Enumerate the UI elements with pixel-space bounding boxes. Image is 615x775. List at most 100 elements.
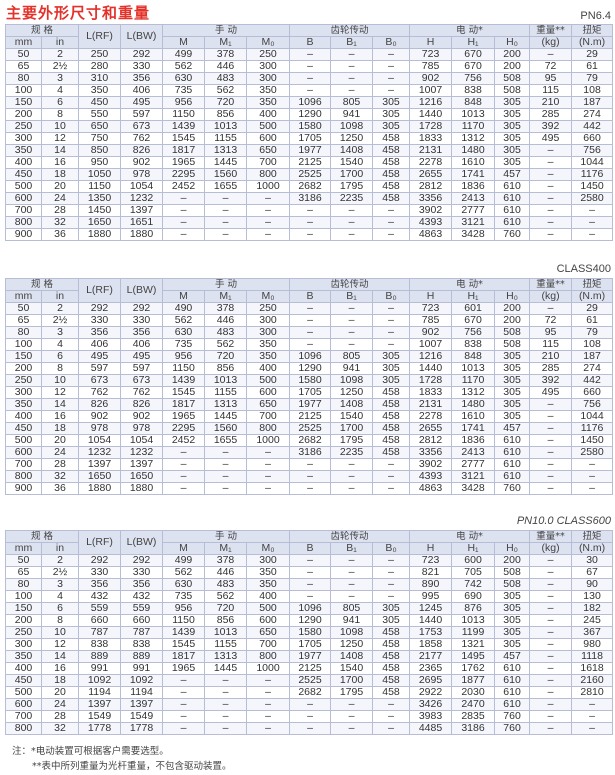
cell-h: 2922	[409, 686, 453, 699]
cell-h1: 848	[451, 96, 496, 109]
cell-h1: 2835	[451, 710, 496, 723]
cell-b: 1977	[289, 398, 332, 411]
cell-weight: 285	[529, 362, 573, 375]
cell-l-rf: 597	[78, 362, 121, 375]
cell-mm: 350	[5, 144, 42, 157]
cell-weight: –	[529, 662, 573, 675]
cell-h1: 3186	[451, 722, 496, 735]
cell-b1: –	[330, 338, 374, 351]
table-row: 300 12 762 762 1545 1155 600 1705 1250 458 1833 131…	[5, 386, 614, 399]
cell-l-rf: 660	[78, 614, 121, 627]
header-m1: M₁	[204, 542, 247, 555]
cell-b0: 458	[372, 386, 411, 399]
cell-torque: –	[571, 470, 614, 483]
cell-in: 16	[41, 156, 79, 169]
cell-m: 499	[162, 554, 205, 567]
cell-m0: –	[245, 722, 291, 735]
cell-l-bw: 1397	[120, 698, 163, 711]
cell-h0: 508	[494, 578, 531, 591]
cell-l-rf: 432	[78, 590, 121, 603]
cell-b0: –	[372, 554, 411, 567]
cell-m1: –	[204, 470, 247, 483]
cell-mm: 200	[5, 108, 42, 121]
cell-l-bw: 495	[120, 96, 163, 109]
cell-m1: 720	[204, 96, 247, 109]
cell-b0: 458	[372, 446, 411, 459]
cell-b1: 1700	[330, 422, 374, 435]
cell-h: 3356	[409, 192, 453, 205]
cell-h0: 610	[494, 204, 531, 217]
cell-m0: 1000	[245, 662, 291, 675]
cell-h: 2177	[409, 650, 453, 663]
header-h: H	[409, 36, 453, 49]
cell-h0: 305	[494, 156, 531, 169]
cell-l-bw: 826	[120, 398, 163, 411]
cell-in: 2½	[41, 314, 79, 327]
cell-in: 6	[41, 350, 79, 363]
dimension-table-class400: 规 格 L(RF) L(BW) 手 动齿轮传动电 动* 重量** 扭矩 mm in M M₁ M₀ B…	[5, 278, 614, 495]
cell-in: 8	[41, 108, 79, 121]
cell-weight: 115	[529, 84, 573, 97]
cell-h: 1833	[409, 386, 453, 399]
cell-m: 1545	[162, 638, 205, 651]
cell-b: 3186	[289, 446, 332, 459]
cell-b1: 2235	[330, 192, 374, 205]
cell-m1: –	[204, 458, 247, 471]
cell-in: 3	[41, 326, 79, 339]
cell-in: 10	[41, 120, 79, 133]
cell-in: 12	[41, 386, 79, 399]
cell-b1: –	[330, 72, 374, 85]
cell-torque: 108	[571, 84, 614, 97]
cell-l-bw: 292	[120, 554, 163, 567]
cell-weight: 495	[529, 132, 573, 145]
cell-l-bw: 1054	[120, 434, 163, 447]
cell-b0: 458	[372, 144, 411, 157]
cell-h1: 1836	[451, 180, 496, 193]
header-b1: B₁	[330, 290, 374, 303]
header-kg: (kg)	[529, 290, 573, 303]
cell-h0: 200	[494, 302, 531, 315]
table-row: 250 10 787 787 1439 1013 650 1580 1098 458 1753 119…	[5, 626, 614, 639]
header-spec: 规 格	[5, 530, 79, 543]
cell-h0: 305	[494, 144, 531, 157]
cell-in: 2½	[41, 566, 79, 579]
cell-in: 32	[41, 470, 79, 483]
cell-weight: 210	[529, 350, 573, 363]
cell-l-rf: 250	[78, 48, 121, 61]
cell-weight: –	[529, 602, 573, 615]
cell-torque: –	[571, 216, 614, 229]
header-manual: 手 动	[161, 24, 291, 37]
header-h0: H₀	[494, 290, 531, 303]
cell-m0: –	[245, 470, 291, 483]
cell-b0: 458	[372, 674, 411, 687]
cell-h0: 508	[494, 326, 531, 339]
cell-m: 1965	[162, 410, 205, 423]
header-h0: H₀	[494, 36, 531, 49]
cell-in: 36	[41, 228, 79, 241]
table-row: 80 3 310 356 630 483 300– – –902 756 508 95 79	[5, 72, 614, 85]
cell-m: –	[162, 216, 205, 229]
table-row: 400 16 902 902 1965 1445 700 2125 1540 458 2278 161…	[5, 410, 614, 423]
cell-b0: –	[372, 326, 411, 339]
cell-l-rf: 902	[78, 410, 121, 423]
cell-l-rf: 650	[78, 120, 121, 133]
cell-torque: 274	[571, 108, 614, 121]
cell-h0: 508	[494, 338, 531, 351]
cell-m1: 446	[204, 314, 247, 327]
cell-in: 28	[41, 458, 79, 471]
cell-b: 1096	[289, 602, 332, 615]
cell-m1: 1445	[204, 662, 247, 675]
cell-h: 723	[409, 302, 453, 315]
header-in: in	[41, 542, 79, 555]
cell-h0: 305	[494, 602, 531, 615]
cell-l-rf: 991	[78, 662, 121, 675]
cell-l-rf: 787	[78, 626, 121, 639]
table-row: 450 18 1050 978 2295 1560 800 2525 1700 458 2655 17…	[5, 168, 614, 181]
cell-m1: 720	[204, 350, 247, 363]
cell-torque: 1118	[571, 650, 614, 663]
cell-torque: 2810	[571, 686, 614, 699]
cell-in: 3	[41, 578, 79, 591]
cell-mm: 100	[5, 84, 42, 97]
cell-m: 1150	[162, 362, 205, 375]
cell-m0: 250	[245, 302, 291, 315]
